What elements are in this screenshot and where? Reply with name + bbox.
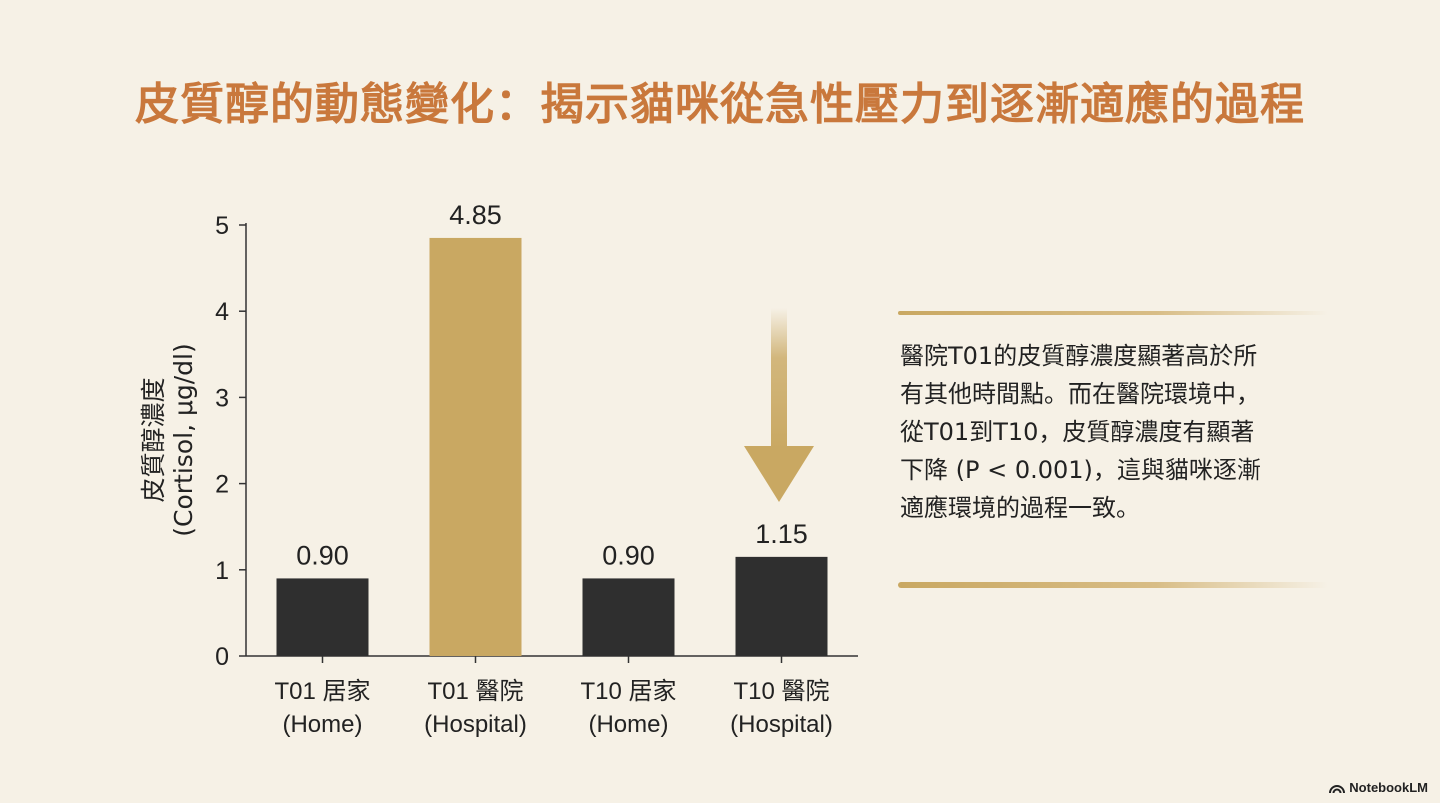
bar [582, 578, 675, 656]
bar-value-label: 0.90 [296, 540, 349, 570]
annotation-line: 適應環境的過程一致。 [900, 494, 1140, 522]
annotation-line: 有其他時間點。而在醫院環境中， [900, 380, 1260, 408]
chart-bars [276, 237, 828, 656]
bar-value-label: 4.85 [449, 200, 502, 230]
bar [276, 578, 369, 656]
y-tick-label: 2 [215, 471, 229, 499]
notebooklm-logo-icon [1329, 784, 1346, 793]
x-category-label: T10 居家 [580, 678, 676, 705]
annotation-text: 醫院T01的皮質醇濃度顯著高於所 有其他時間點。而在醫院環境中， 從T01到T1… [900, 337, 1340, 527]
annotation-top-rule [898, 311, 1328, 315]
bar-value-label: 0.90 [602, 540, 655, 570]
annotation-line: 下降 (P < 0.001)，這與貓咪逐漸 [900, 456, 1261, 484]
y-tick-label: 1 [215, 557, 229, 585]
x-category-sublabel: (Home) [282, 711, 362, 738]
annotation-bottom-rule [898, 582, 1328, 588]
annotation-line: 從T01到T10，皮質醇濃度有顯著 [900, 418, 1255, 446]
x-category-label: T10 醫院 [733, 678, 829, 705]
x-category-label: T01 醫院 [427, 678, 523, 705]
bar [735, 556, 828, 656]
y-axis-label-line2: (Cortisol, μg/dl) [169, 343, 198, 536]
x-category-label: T01 居家 [274, 678, 370, 705]
page-title: 皮質醇的動態變化：揭示貓咪從急性壓力到逐漸適應的過程 [135, 79, 1305, 130]
bar-chart: 0 1 2 3 4 5 0.90 T01 居家 (Home) 4.85 T01 醫院 (Hospit… [139, 200, 858, 738]
y-tick-label: 4 [215, 298, 229, 326]
x-category-sublabel: (Hospital) [424, 711, 527, 738]
bar-value-label: 1.15 [755, 519, 808, 549]
y-tick-label: 5 [215, 212, 229, 240]
down-arrow-icon [744, 308, 814, 502]
y-tick-label: 3 [215, 384, 229, 412]
y-axis-label-line1: 皮質醇濃度 [139, 377, 168, 502]
annotation-line: 醫院T01的皮質醇濃度顯著高於所 [900, 342, 1258, 370]
x-category-sublabel: (Home) [588, 711, 668, 738]
bar [429, 237, 522, 656]
x-category-sublabel: (Hospital) [730, 711, 833, 738]
chart-labels: 0.90 T01 居家 (Home) 4.85 T01 醫院 (Hospital) 0.90… [274, 200, 832, 738]
brand-watermark: NotebookLM [1329, 780, 1428, 795]
brand-label: NotebookLM [1349, 780, 1428, 795]
y-tick-label: 0 [215, 643, 229, 671]
